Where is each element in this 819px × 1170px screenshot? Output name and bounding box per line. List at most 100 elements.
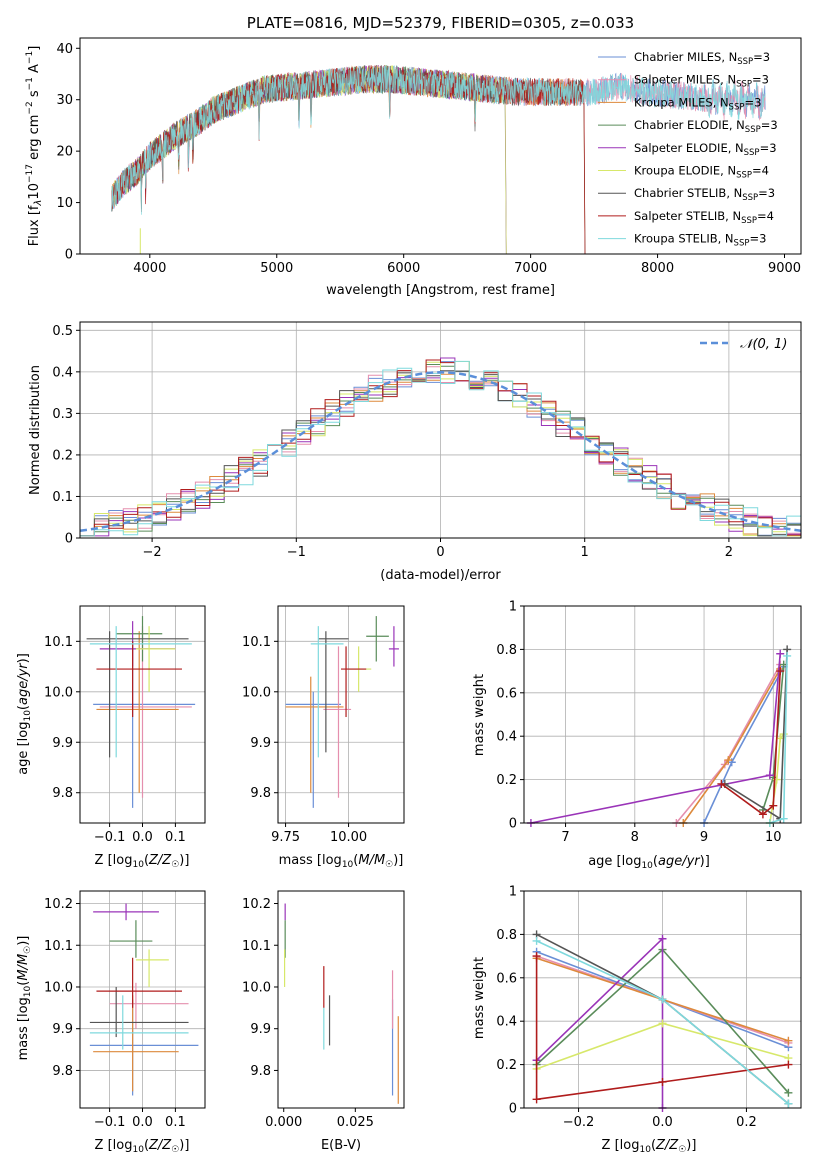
weight-z-line-7 bbox=[535, 956, 789, 1101]
weight-age-line-1 bbox=[675, 664, 781, 824]
weight-age-marker-8 bbox=[779, 814, 788, 823]
mass-z-xtick-label: −0.1 bbox=[94, 1115, 126, 1130]
weight-age-xtick-label: 7 bbox=[561, 830, 569, 845]
spectrum-ytick-label: 30 bbox=[56, 93, 73, 108]
gaussian-legend-label: 𝒩(0, 1) bbox=[740, 337, 787, 352]
legend-label-4: Salpeter ELODIE, NSSP=3 bbox=[634, 141, 777, 158]
age-mass-xtick-label: 9.75 bbox=[271, 830, 300, 845]
age-z-xtick-label: −0.1 bbox=[94, 830, 126, 845]
weight-age-ytick-label: 0 bbox=[509, 817, 517, 832]
age-mass-ytick-label: 10.1 bbox=[242, 635, 271, 650]
weight-z-marker-7 bbox=[532, 952, 541, 961]
weight-age-ytick-label: 1 bbox=[509, 600, 517, 615]
weight-z-marker-8 bbox=[784, 1099, 793, 1108]
weight-age-marker-8 bbox=[783, 651, 792, 660]
age-z-frame bbox=[79, 605, 206, 824]
mass-ebv-ytick-label: 9.8 bbox=[250, 1064, 271, 1079]
legend-label-7: Salpeter STELIB, NSSP=4 bbox=[634, 209, 774, 226]
weight-age-ytick-label: 0.8 bbox=[496, 643, 517, 658]
spectrum-ytick-label: 20 bbox=[56, 145, 73, 160]
mass-ebv-xtick-label: 0.025 bbox=[337, 1115, 374, 1130]
age-mass-xlabel: mass [log10(M/M☉)] bbox=[279, 853, 404, 870]
residuals-xtick-label: −1 bbox=[287, 545, 306, 560]
mass-ebv-ytick-label: 9.9 bbox=[250, 1022, 271, 1037]
gaussian-curve bbox=[79, 371, 802, 532]
spectrum-frame bbox=[79, 37, 802, 255]
age-z-panel: −0.1 0.0 0.1 9.8 9.9 10.0 10.1 bbox=[44, 605, 206, 845]
mass-ebv-ytick-label: 10.1 bbox=[242, 939, 271, 954]
histogram-8 bbox=[80, 360, 801, 537]
age-mass-panel: 9.75 10.00 9.8 9.9 10.0 10.1 bbox=[242, 605, 405, 845]
weight-age-frame bbox=[523, 605, 802, 824]
spectrum-xtick-label: 6000 bbox=[387, 261, 420, 276]
residuals-xlabel: (data-model)/error bbox=[380, 568, 501, 583]
weight-age-xtick-label: 10 bbox=[765, 830, 782, 845]
mass-z-xtick-label: 0.1 bbox=[165, 1115, 186, 1130]
age-mass-ytick-label: 9.8 bbox=[250, 786, 271, 801]
weight-age-marker-4 bbox=[765, 771, 774, 780]
age-mass-ytick-label: 10.0 bbox=[242, 685, 271, 700]
mass-z-ytick-label: 10.0 bbox=[44, 980, 73, 995]
residuals-xtick-label: 0 bbox=[436, 545, 444, 560]
weight-age-ytick-label: 0.4 bbox=[496, 730, 517, 745]
age-mass-labels: mass [log10(M/M☉)] bbox=[279, 853, 404, 870]
age-z-xtick-label: 0.1 bbox=[165, 830, 186, 845]
weight-z-panel: −0.2 0.0 0.2 0 0.2 0.4 0.6 0.8 1 bbox=[496, 885, 802, 1130]
spectrum-ytick-label: 10 bbox=[56, 196, 73, 211]
weight-age-marker-7 bbox=[776, 667, 785, 676]
weight-z-marker-4 bbox=[658, 934, 667, 943]
mass-ebv-frame bbox=[277, 890, 405, 1109]
residuals-xtick-label: 2 bbox=[725, 545, 733, 560]
legend-label-3: Chabrier ELODIE, NSSP=3 bbox=[634, 118, 778, 135]
spectrum-line-8 bbox=[111, 65, 766, 215]
weight-age-line-4 bbox=[530, 653, 781, 824]
weight-z-marker-2 bbox=[784, 1036, 793, 1045]
mass-ebv-panel: 0.000 0.025 9.8 9.9 10.0 10.1 10.2 bbox=[242, 890, 405, 1130]
weight-z-xtick-label: 0.2 bbox=[736, 1115, 757, 1130]
legend-label-1: Salpeter MILES, NSSP=3 bbox=[634, 73, 769, 90]
age-z-ytick-label: 10.0 bbox=[44, 685, 73, 700]
mass-z-ytick-label: 10.1 bbox=[44, 939, 73, 954]
spectrum-xlabel: wavelength [Angstrom, rest frame] bbox=[326, 283, 555, 298]
spectrum-panel: PLATE=0816, MJD=52379, FIBERID=0305, z=0… bbox=[25, 14, 802, 298]
mass-z-ytick-label: 9.8 bbox=[52, 1064, 73, 1079]
age-z-ytick-label: 9.9 bbox=[52, 736, 73, 751]
age-mass-xtick-label: 10.00 bbox=[330, 830, 367, 845]
weight-z-marker-7 bbox=[784, 1060, 793, 1069]
weight-z-xtick-label: 0.0 bbox=[652, 1115, 673, 1130]
weight-age-ylabel: mass weight bbox=[472, 674, 487, 756]
weight-z-ytick-label: 1 bbox=[509, 885, 517, 900]
weight-age-xlabel: age [log10(age/yr)] bbox=[588, 854, 710, 871]
legend-label-5: Kroupa ELODIE, NSSP=4 bbox=[634, 164, 769, 181]
mass-ebv-ytick-label: 10.0 bbox=[242, 980, 271, 995]
age-z-xtick-label: 0.0 bbox=[132, 830, 153, 845]
residuals-ylabel: Normed distribution bbox=[28, 365, 43, 495]
histogram-7 bbox=[80, 359, 801, 537]
residuals-ytick-label: 0.3 bbox=[52, 407, 73, 422]
residuals-xtick-label: −2 bbox=[143, 545, 162, 560]
weight-z-ytick-label: 0.4 bbox=[496, 1015, 517, 1030]
age-z-ylabel: age [log10(age/yr)] bbox=[16, 653, 33, 775]
spectrum-ytick-label: 0 bbox=[65, 248, 73, 263]
weight-z-ytick-label: 0 bbox=[509, 1102, 517, 1117]
weight-z-marker-3 bbox=[784, 1088, 793, 1097]
mass-z-frame bbox=[79, 890, 206, 1109]
figure-title: PLATE=0816, MJD=52379, FIBERID=0305, z=0… bbox=[247, 14, 634, 32]
mass-z-labels: mass [log10(M/M☉)] Z [log10(Z/Z☉)] bbox=[16, 936, 189, 1155]
mass-z-xlabel: Z [log10(Z/Z☉)] bbox=[95, 1138, 190, 1155]
legend-label-6: Chabrier STELIB, NSSP=3 bbox=[634, 186, 775, 203]
weight-age-xtick-label: 8 bbox=[631, 830, 639, 845]
parameter-panels: −0.1 0.0 0.19.89.910.010.19.75 10.009.89.91… bbox=[44, 600, 802, 1130]
spectrum-xtick-label: 8000 bbox=[641, 261, 674, 276]
mass-ebv-labels: E(B-V) bbox=[321, 1138, 361, 1153]
weight-z-xtick-label: −0.2 bbox=[563, 1115, 595, 1130]
weight-z-marker-7 bbox=[658, 1077, 667, 1086]
mass-ebv-xtick-label: 0.000 bbox=[265, 1115, 302, 1130]
age-z-ytick-label: 10.1 bbox=[44, 635, 73, 650]
legend-label-0: Chabrier MILES, NSSP=3 bbox=[634, 50, 770, 67]
weight-z-xlabel: Z [log10(Z/Z☉)] bbox=[602, 1138, 697, 1155]
spectrum-xtick-label: 5000 bbox=[260, 261, 293, 276]
weight-age-marker-7 bbox=[758, 810, 767, 819]
mass-z-xtick-label: 0.0 bbox=[132, 1115, 153, 1130]
mass-z-ytick-label: 9.9 bbox=[52, 1022, 73, 1037]
